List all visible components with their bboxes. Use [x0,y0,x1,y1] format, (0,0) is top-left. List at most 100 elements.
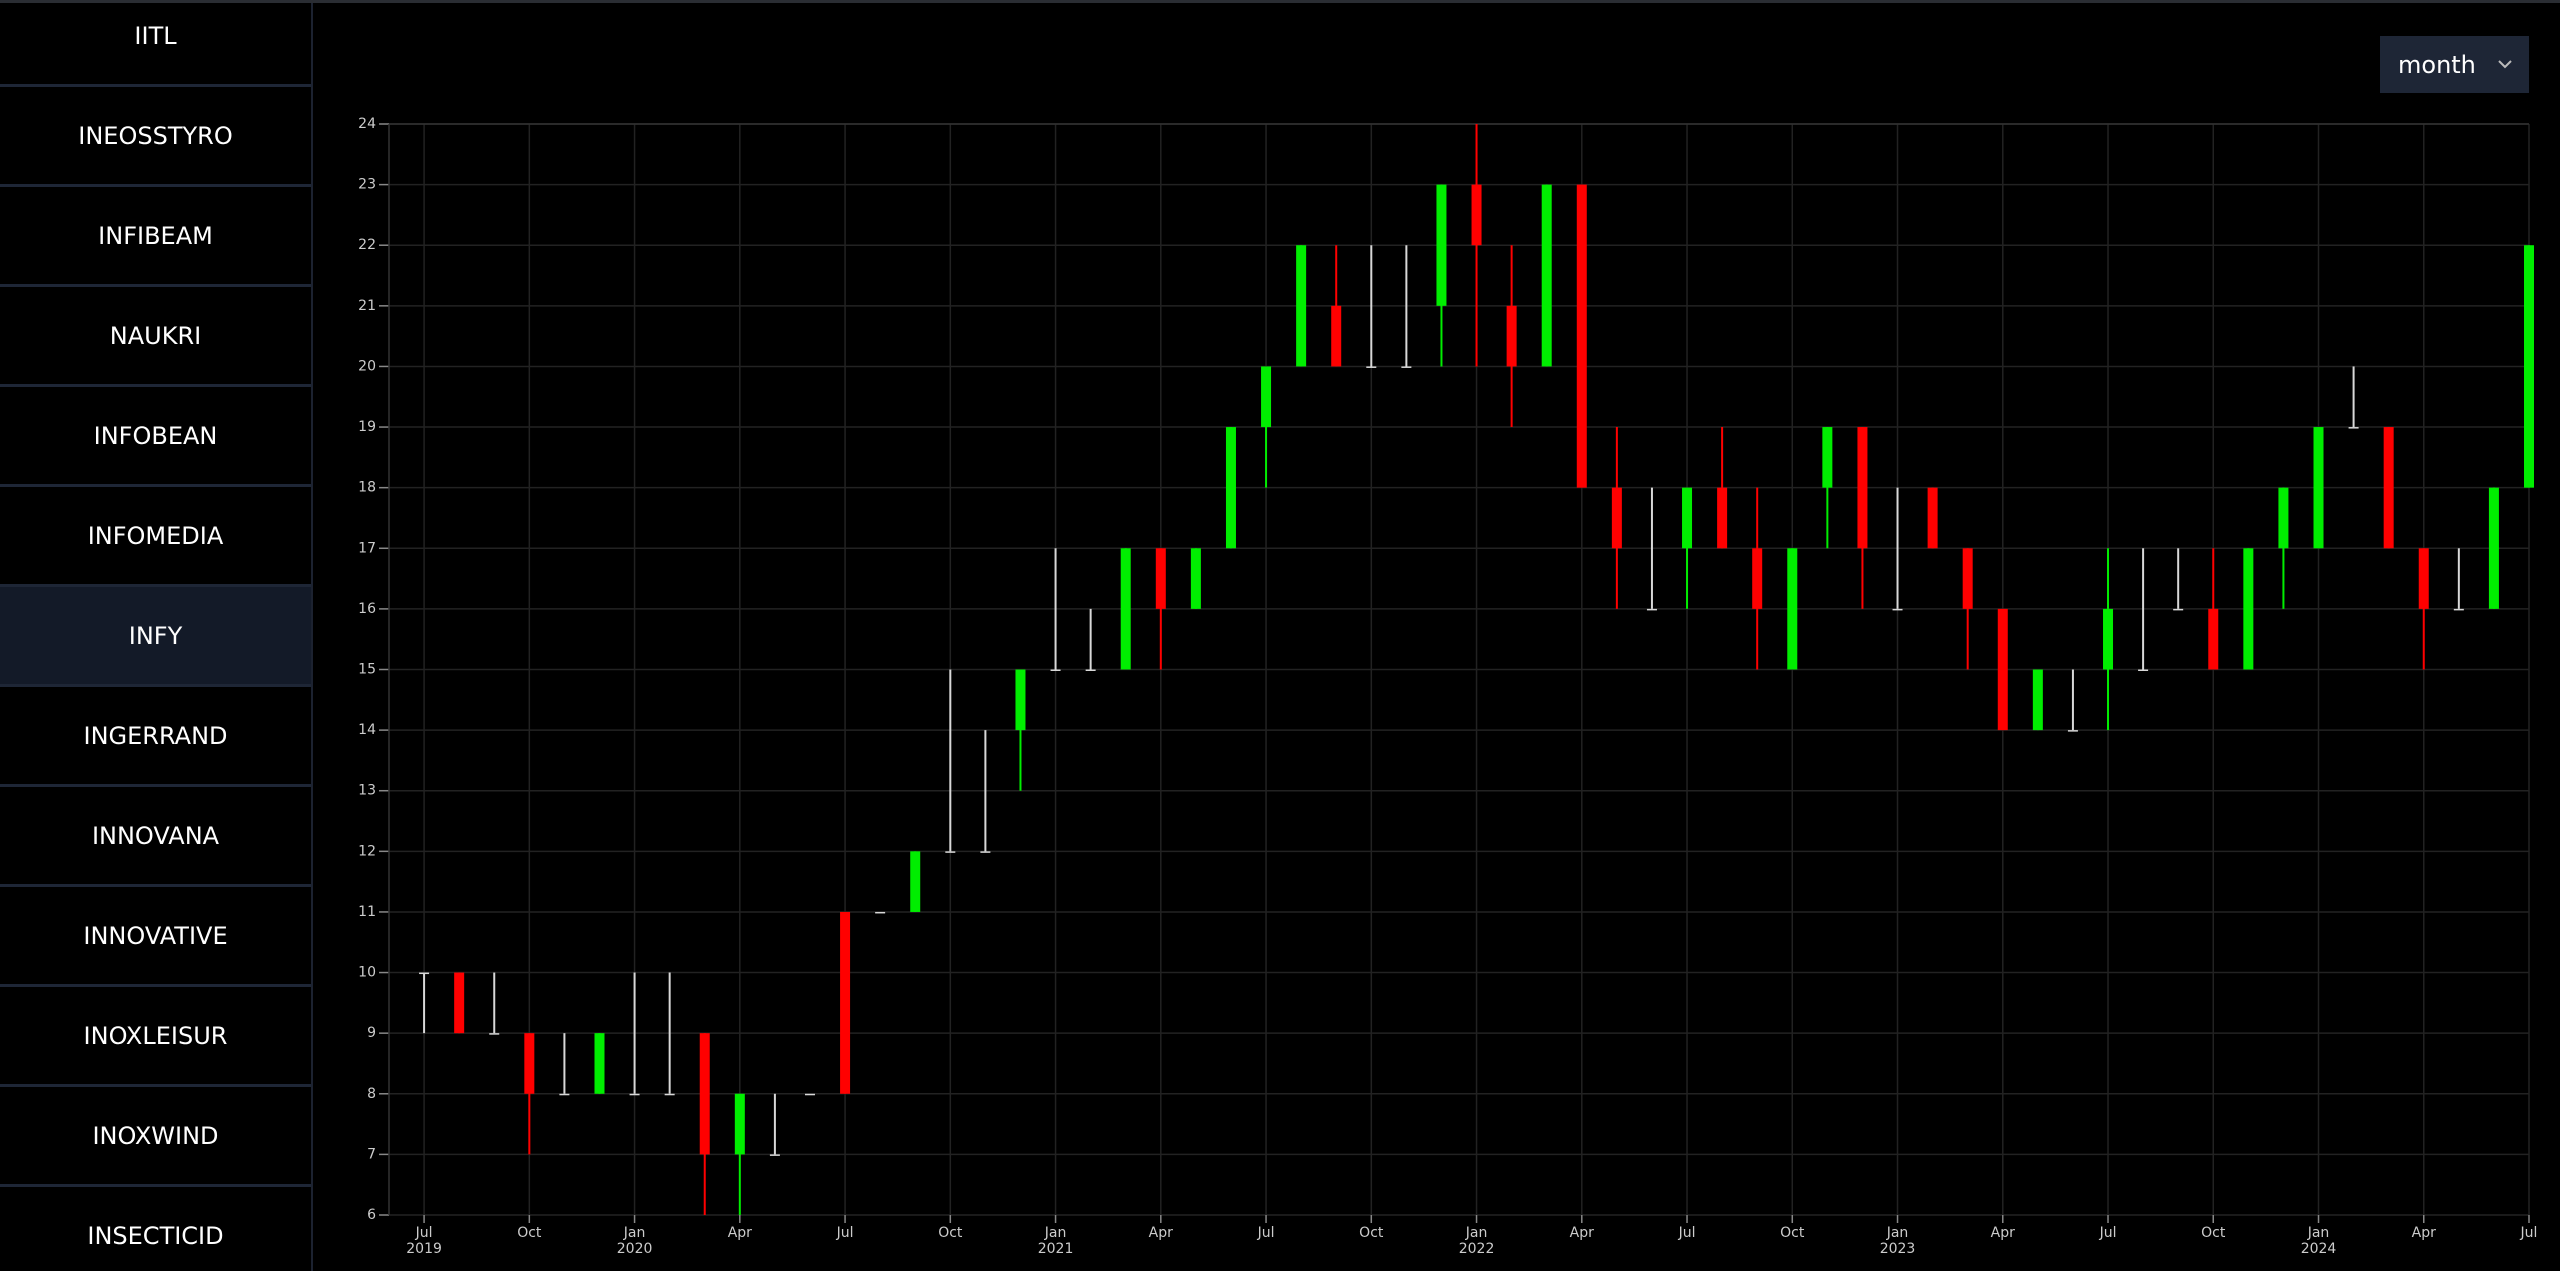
candle-body [2383,427,2394,549]
symbol-item[interactable]: INFOMEDIA [0,487,311,587]
candle-body [734,1093,745,1155]
candle-body [2348,427,2359,429]
x-tick-label: Jan [1886,1225,1909,1241]
candle-body [1787,548,1798,670]
y-tick-label: 9 [367,1025,376,1041]
x-tick-year: 2019 [406,1241,442,1257]
x-tick-label: Jul [2520,1225,2538,1241]
candle-body [1646,608,1657,611]
symbol-item[interactable]: INOXWIND [0,1087,311,1187]
symbol-item[interactable]: NAUKRI [0,287,311,387]
candle-body [2103,608,2114,670]
candle-body [1085,669,1096,671]
candle-body [1506,305,1517,367]
candle-body [594,1033,605,1094]
interval-dropdown[interactable]: month [2380,36,2529,93]
y-tick-label: 19 [358,419,376,435]
candle-body [2243,548,2254,670]
x-tick-label: Jul [415,1225,433,1241]
symbol-item[interactable]: INGERRAND [0,687,311,787]
y-tick-label: 23 [358,177,376,193]
candle-body [454,972,465,1034]
candle-body [1155,548,1166,609]
candle-body [1471,184,1482,246]
y-tick-label: 24 [358,116,376,132]
candle-body [804,1093,815,1096]
candle-body [1822,427,1833,488]
x-tick-year: 2023 [1880,1241,1916,1257]
x-tick-label: Oct [1780,1225,1805,1241]
x-tick-label: Apr [1570,1225,1594,1241]
y-tick-label: 13 [358,783,376,799]
x-tick-label: Jan [1465,1225,1488,1241]
candle-body [1682,487,1693,549]
candle-body [419,972,430,975]
candle-body [1541,184,1552,367]
candle-body [1576,184,1587,488]
y-tick-label: 8 [367,1086,376,1102]
symbol-item[interactable]: INOXLEISUR [0,987,311,1087]
y-tick-label: 22 [358,237,376,253]
candle-body [2208,608,2219,670]
symbol-item[interactable]: INFOBEAN [0,387,311,487]
candle-body [875,911,886,914]
candle-body [2453,608,2464,611]
candle-body [1261,366,1272,428]
candle-body [1857,427,1868,549]
chevron [2498,60,2512,69]
candle-body [2067,730,2078,732]
candle-body [1225,427,1236,549]
candle-body [699,1033,710,1155]
candle-body [1120,548,1131,670]
symbol-item[interactable]: INNOVATIVE [0,887,311,987]
candle-body [524,1033,535,1094]
candle-body [1296,245,1307,367]
symbol-item[interactable]: INNOVANA [0,787,311,887]
x-tick-label: Jul [1678,1225,1696,1241]
candle-body [980,851,991,853]
candle-body [664,1093,675,1096]
y-tick-label: 20 [358,358,376,374]
x-tick-label: Oct [517,1225,542,1241]
x-tick-label: Jan [1044,1225,1067,1241]
x-tick-year: 2020 [617,1241,653,1257]
x-tick-label: Apr [1149,1225,1173,1241]
x-tick-label: Oct [1359,1225,1384,1241]
symbol-item[interactable]: INSECTICID [0,1187,311,1271]
candle-body [2418,548,2429,609]
candle-body [1015,669,1026,731]
candle-body [1611,487,1622,549]
candle-body [1927,487,1938,549]
candle-body [769,1154,780,1156]
x-tick-label: Oct [2201,1225,2226,1241]
y-tick-label: 6 [367,1207,376,1223]
candle-body [1366,366,1377,368]
sidebar: IITL INEOSSTYRO INFIBEAM NAUKRI INFOBEAN INFO… [0,3,313,1271]
candle-body [2138,669,2149,671]
x-tick-label: Jan [623,1225,646,1241]
x-tick-label: Jan [2307,1225,2330,1241]
x-tick-label: Oct [938,1225,963,1241]
symbol-item[interactable]: IITL [0,3,311,87]
candle-body [1717,487,1728,549]
candle-body [1190,548,1201,609]
symbol-item[interactable]: INEOSSTYRO [0,87,311,187]
symbol-item[interactable]: INFY [0,587,311,687]
top-border [0,0,2560,3]
symbol-item[interactable]: INFIBEAM [0,187,311,287]
y-tick-label: 11 [358,904,376,920]
y-tick-label: 12 [358,843,376,859]
candle-body [2524,245,2534,488]
y-tick-label: 18 [358,480,376,496]
candle-body [840,911,851,1094]
y-tick-label: 16 [358,601,376,617]
x-tick-label: Jul [1257,1225,1275,1241]
candle-body [1401,366,1412,368]
candle-body [2488,487,2499,609]
candle-body [910,851,921,912]
y-tick-label: 10 [358,965,376,981]
candle-body [1962,548,1973,609]
y-tick-label: 17 [358,540,376,556]
